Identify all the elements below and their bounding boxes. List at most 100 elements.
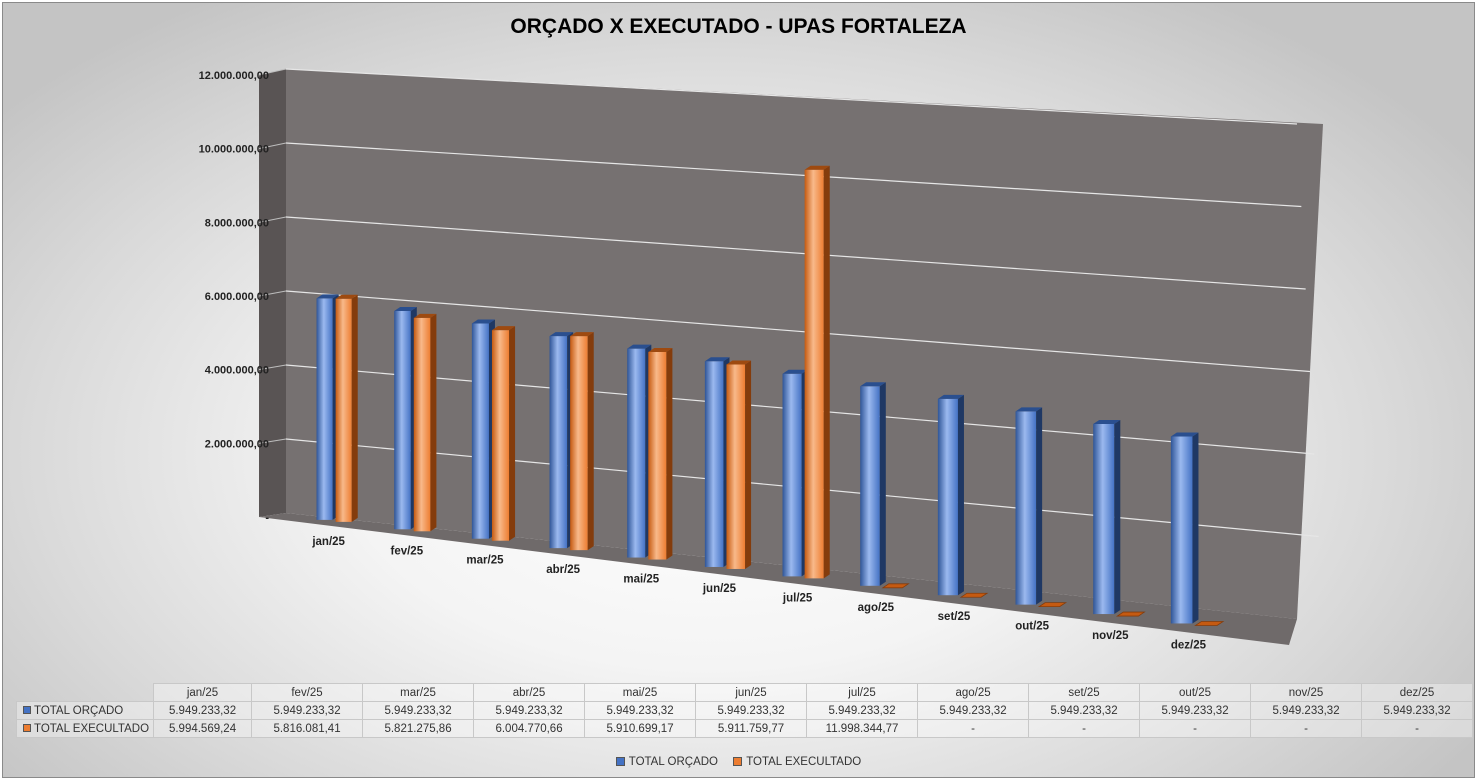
table-cell: 5.821.275,86 [362, 719, 475, 738]
table-col-header: out/25 [1139, 683, 1252, 702]
bar-top [471, 319, 495, 324]
table-cell: 11.998.344,77 [806, 719, 919, 738]
table-header-row: jan/25 fev/25 mar/25 abr/25 mai/25 jun/25 jul/… [17, 683, 1474, 702]
series-key-orcado [23, 705, 31, 714]
x-tick-label: nov/25 [1092, 630, 1129, 642]
gridline [285, 68, 1298, 125]
x-tick-label: jul/25 [782, 592, 813, 604]
table-cell: 5.949.233,32 [251, 701, 364, 720]
gridline-side [258, 438, 287, 444]
table-cell: 5.910.699,17 [584, 719, 697, 738]
bar-top [704, 357, 730, 362]
bar-executado-empty [1194, 621, 1225, 626]
legend-swatch-executado [733, 757, 743, 767]
bar-orcado [1093, 423, 1115, 615]
bar-top [627, 344, 652, 349]
table-cell: 6.004.770,66 [473, 719, 586, 738]
bar-orcado [937, 398, 958, 596]
legend-item-orcado[interactable]: TOTAL ORÇADO [615, 756, 718, 768]
bar-top [1015, 407, 1043, 412]
bars [316, 165, 1225, 626]
y-axis: - 2.000.000,00 4.000.000,00 6.000.000,00 8.0… [199, 70, 270, 524]
bar-orcado [627, 348, 646, 558]
bar-executado-empty [881, 583, 910, 589]
legend-item-executado[interactable]: TOTAL EXECULTADO [733, 756, 861, 768]
y-tick-label: - [265, 512, 269, 524]
bar-top [782, 369, 808, 374]
row-label-executado: TOTAL EXECULTADO [15, 719, 155, 738]
bar-top [491, 326, 516, 331]
x-axis: jan/25 fev/25 mar/25 abr/25 mai/25 jun/25 jul/… [311, 536, 1206, 652]
bar-executado-empty [959, 592, 989, 598]
table-col-header: jun/25 [695, 683, 808, 702]
bar-top [1093, 419, 1121, 424]
bar-side [509, 326, 516, 541]
table-col-header: set/25 [1028, 683, 1141, 702]
y-tick-label: 6.000.000,00 [205, 291, 269, 303]
row-label-orcado: TOTAL ORÇADO [15, 701, 155, 720]
table-cell: 5.949.233,32 [1028, 701, 1141, 720]
bar-side [823, 165, 830, 579]
bar-side [1114, 419, 1121, 615]
bar-side [1036, 407, 1043, 605]
bar-orcado [860, 386, 880, 586]
gridline [285, 216, 1306, 290]
bar-top [1170, 432, 1199, 437]
table-cell: 5.816.081,41 [251, 719, 364, 738]
table-cell: 5.949.233,32 [806, 701, 919, 720]
table-col-header: dez/25 [1361, 683, 1474, 702]
bar-top [394, 306, 417, 311]
table-cell: 5.949.233,32 [362, 701, 475, 720]
gridline [285, 142, 1302, 208]
bar-executado [335, 298, 352, 522]
y-tick-label: 12.000.000,00 [199, 70, 269, 82]
bar-side [1192, 432, 1199, 624]
legend: TOTAL ORÇADO TOTAL EXECULTADO [3, 756, 1474, 768]
table-cell: 5.949.233,32 [917, 701, 1030, 720]
bar-executado [570, 336, 588, 551]
table-cell: - [1250, 719, 1363, 738]
table-cell: 5.949.233,32 [1361, 701, 1474, 720]
bar-orcado [1015, 411, 1037, 605]
table-cell: - [1028, 719, 1141, 738]
series-key-executado [23, 723, 31, 732]
floor [259, 513, 1297, 645]
x-tick-label: set/25 [938, 611, 971, 623]
bar-executado-empty [1037, 602, 1068, 608]
x-tick-label: jan/25 [311, 536, 345, 548]
gridline-side [258, 364, 287, 371]
table-cell: - [1139, 719, 1252, 738]
table-cell: - [1361, 719, 1474, 738]
bar-orcado [471, 323, 489, 539]
bar-executado [804, 169, 824, 579]
bar-orcado [782, 373, 802, 577]
bar-orcado [549, 336, 568, 549]
y-tick-label: 2.000.000,00 [205, 438, 269, 450]
table-col-header: jan/25 [153, 683, 253, 702]
gridline-side [258, 290, 287, 297]
y-tick-label: 10.000.000,00 [199, 144, 269, 156]
plot-area: - 2.000.000,00 4.000.000,00 6.000.000,00 8.0… [199, 68, 1323, 652]
table-col-header: nov/25 [1250, 683, 1363, 702]
table-col-header: ago/25 [917, 683, 1030, 702]
bar-side [957, 394, 964, 596]
bar-executado-empty [1115, 611, 1146, 617]
bar-top [726, 360, 752, 365]
bar-side [587, 332, 594, 551]
gridline-side [258, 216, 287, 223]
bar-side [879, 382, 886, 586]
x-tick-label: jun/25 [702, 583, 737, 595]
bar-executado [726, 364, 746, 569]
table-cell: - [917, 719, 1030, 738]
bar-side [745, 360, 752, 569]
bar-side [666, 347, 673, 560]
back-wall [286, 69, 1323, 619]
table-cell: 5.949.233,32 [584, 701, 697, 720]
bar-top [937, 394, 964, 399]
bar-executado [491, 330, 510, 541]
table-col-header: mai/25 [584, 683, 697, 702]
bar-side [430, 313, 437, 532]
table-cell: 5.949.233,32 [153, 701, 253, 720]
table-col-header: fev/25 [251, 683, 364, 702]
